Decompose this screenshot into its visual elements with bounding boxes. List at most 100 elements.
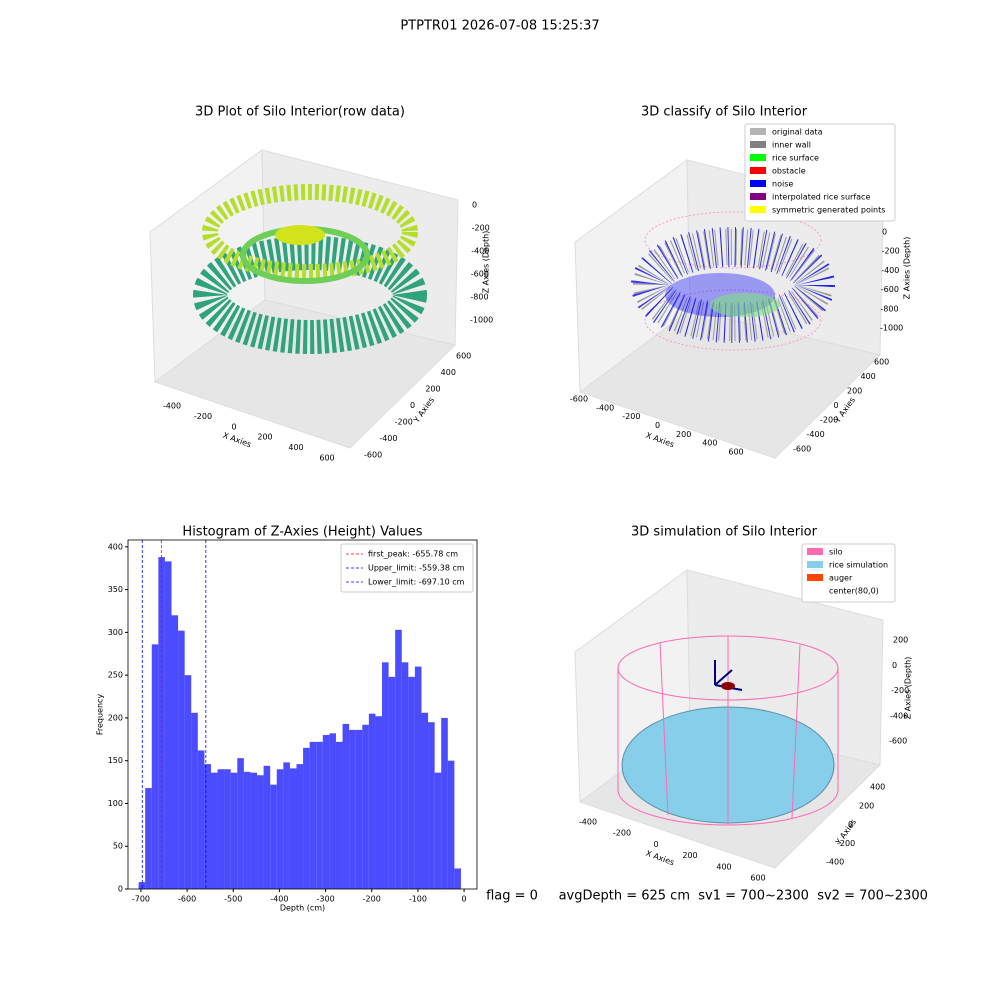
legend-label: Upper_limit: -559.38 cm	[368, 564, 465, 573]
z-tick-label: 0	[472, 201, 477, 210]
x-tick-label: 0	[653, 840, 658, 849]
x-axis-label: X Axies	[645, 431, 676, 450]
legend-label: auger	[829, 574, 853, 583]
legend-box	[744, 123, 896, 222]
legend-label: original data	[772, 128, 823, 137]
bar	[303, 747, 310, 889]
bar	[237, 758, 244, 889]
y-tick-label: 600	[874, 358, 889, 367]
z-tick-label: -200	[882, 247, 900, 256]
bar	[263, 765, 271, 889]
legend-swatch	[750, 141, 766, 148]
bar	[309, 741, 317, 889]
legend-swatch	[807, 561, 823, 568]
x-tick-label: -100	[409, 895, 427, 904]
x-tick-label: -200	[363, 895, 381, 904]
legend-swatch	[750, 167, 766, 174]
z-tick-label: -600	[881, 285, 899, 294]
bar	[289, 768, 297, 889]
legend-swatch	[750, 193, 766, 200]
bar	[329, 733, 336, 889]
legend-box	[340, 543, 474, 593]
z-tick-label: -200	[472, 224, 490, 233]
x-tick-label: -200	[194, 412, 212, 421]
pane	[578, 309, 881, 459]
chart-title: 3D classify of Silo Interior	[641, 105, 808, 120]
legend-box	[801, 543, 896, 603]
z-tick-label: 0	[882, 228, 887, 237]
bar	[375, 716, 383, 889]
legend-label: center(80,0)	[829, 587, 879, 596]
silo-wire	[617, 636, 839, 826]
bar	[335, 741, 343, 889]
bar	[171, 615, 179, 889]
bar	[164, 561, 172, 889]
legend-label: first_peak: -655.78 cm	[368, 550, 458, 559]
bar	[322, 735, 330, 889]
bar	[441, 717, 448, 889]
z-tick-label: -1000	[470, 316, 493, 325]
bar	[283, 762, 290, 889]
legend-swatch	[807, 548, 823, 555]
bar	[414, 666, 422, 889]
bar	[401, 662, 409, 889]
z-axis-label: Z Axies (Depth)	[482, 231, 491, 294]
x-tick-label: 400	[702, 439, 717, 448]
x-tick-label: 600	[728, 448, 743, 457]
bar	[349, 729, 356, 889]
x-tick-label: 200	[676, 430, 691, 439]
bar	[362, 724, 369, 889]
x-tick-label: -500	[224, 895, 242, 904]
bar	[204, 764, 211, 889]
z-tick-label: 0	[892, 661, 897, 670]
bar	[230, 772, 238, 889]
legend-label: symmetric generated points	[772, 206, 885, 215]
legend-swatch	[750, 206, 766, 213]
bar	[382, 662, 389, 889]
x-axis-label: X Axies	[645, 849, 676, 868]
x-tick-label: -400	[579, 818, 597, 827]
x-tick-label: -200	[613, 829, 631, 838]
y-tick-label: 350	[108, 585, 123, 594]
y-tick-label: -600	[793, 445, 811, 454]
y-tick-label: 400	[870, 783, 885, 792]
y-tick-label: 150	[108, 756, 123, 765]
auger	[721, 682, 735, 690]
x-tick-label: 600	[319, 454, 334, 463]
legend-swatch	[750, 128, 766, 135]
x-tick-label: 0	[655, 421, 660, 430]
z-axis-label: Z Axies (Depth)	[903, 237, 912, 300]
y-tick-label: 0	[848, 820, 853, 829]
chart-title: 3D Plot of Silo Interior(row data)	[195, 105, 405, 120]
bar	[447, 760, 455, 889]
y-tick-label: 400	[861, 372, 876, 381]
bar	[434, 772, 442, 889]
figure-title: PTPTR01 2026-07-08 15:25:37	[400, 19, 599, 34]
y-tick-label: 200	[847, 387, 862, 396]
legend-swatch	[807, 587, 823, 594]
point-cloud	[631, 227, 835, 343]
y-tick-label: -600	[364, 451, 382, 460]
bar	[395, 629, 402, 889]
legend-label: silo	[829, 548, 843, 557]
point-cloud	[275, 225, 325, 245]
y-tick-label: -200	[395, 418, 413, 427]
bar	[197, 750, 205, 889]
z-tick-label: -400	[471, 247, 489, 256]
bar	[191, 712, 198, 889]
bar	[355, 729, 363, 889]
legend-label: inner wall	[772, 141, 811, 150]
y-tick-label: 600	[456, 352, 471, 361]
bar	[145, 788, 152, 889]
bar	[388, 676, 396, 889]
point-cloud	[644, 211, 822, 269]
legend-label: rice surface	[772, 154, 819, 163]
bar	[428, 722, 435, 889]
chart-title: Histogram of Z-Axies (Height) Values	[182, 525, 422, 540]
bar	[250, 772, 258, 889]
legend-label: interpolated rice surface	[772, 193, 870, 202]
x-axis-label: Depth (cm)	[280, 904, 325, 913]
y-tick-label: 0	[834, 401, 839, 410]
y-tick-label: 0	[410, 401, 415, 410]
